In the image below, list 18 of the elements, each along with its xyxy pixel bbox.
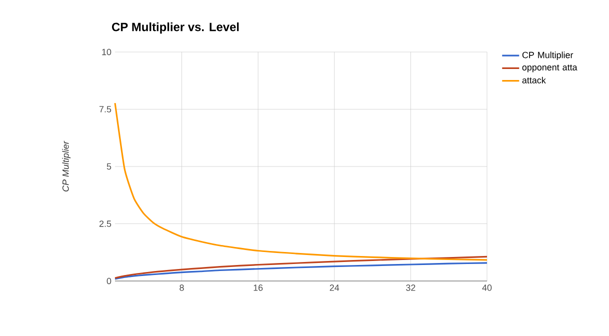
legend-label: CP Multiplier [522,52,574,60]
y-tick-label: 10 [102,48,112,56]
y-tick-label: 5 [106,163,112,170]
x-tick-label: 8 [180,284,184,291]
line-series [114,256,488,279]
y-tick-label: 2.5 [99,220,112,227]
x-tick-label: 40 [482,284,492,291]
x-tick-label: 24 [330,284,340,291]
x-tick-label: 32 [406,284,416,291]
y-tick-label: 7.5 [99,106,112,112]
x-tick-label: 16 [254,284,263,291]
y-axis-title: CP Multiplier [62,140,71,192]
line-series [114,262,488,280]
chart-title: CP Multiplier vs. Level [112,22,239,34]
legend-label: opponent atta [522,64,578,72]
legend-label: attack [522,76,546,84]
line-series [114,102,488,261]
y-tick-label: 0 [106,278,112,284]
